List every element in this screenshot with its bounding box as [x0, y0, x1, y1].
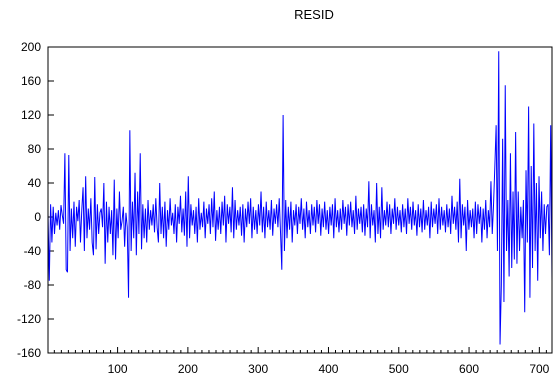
y-tick-label: 200 — [21, 40, 41, 54]
y-tick-label: -160 — [17, 346, 41, 360]
y-tick-label: -80 — [24, 278, 42, 292]
x-tick-label: 300 — [248, 362, 268, 376]
y-axis-tick-labels: 200 160 120 80 40 0 -40 -80 -120 -160 — [17, 40, 41, 360]
x-tick-label: 700 — [529, 362, 549, 376]
y-tick-label: 0 — [34, 210, 41, 224]
x-tick-label: 600 — [459, 362, 479, 376]
y-tick-label: -40 — [24, 244, 42, 258]
chart-title: RESID — [294, 7, 334, 22]
y-tick-label: 120 — [21, 108, 41, 122]
y-tick-label: 80 — [28, 142, 42, 156]
y-tick-label: 160 — [21, 74, 41, 88]
x-tick-label: 400 — [318, 362, 338, 376]
resid-series-line — [47, 51, 553, 345]
x-tick-label: 100 — [108, 362, 128, 376]
y-tick-label: 40 — [28, 176, 42, 190]
x-tick-label: 200 — [178, 362, 198, 376]
y-tick-label: -120 — [17, 312, 41, 326]
x-axis-tick-labels: 100 200 300 400 500 600 700 — [108, 362, 550, 376]
x-tick-label: 500 — [389, 362, 409, 376]
axis-ticks — [48, 46, 547, 354]
plot-frame — [47, 46, 553, 354]
